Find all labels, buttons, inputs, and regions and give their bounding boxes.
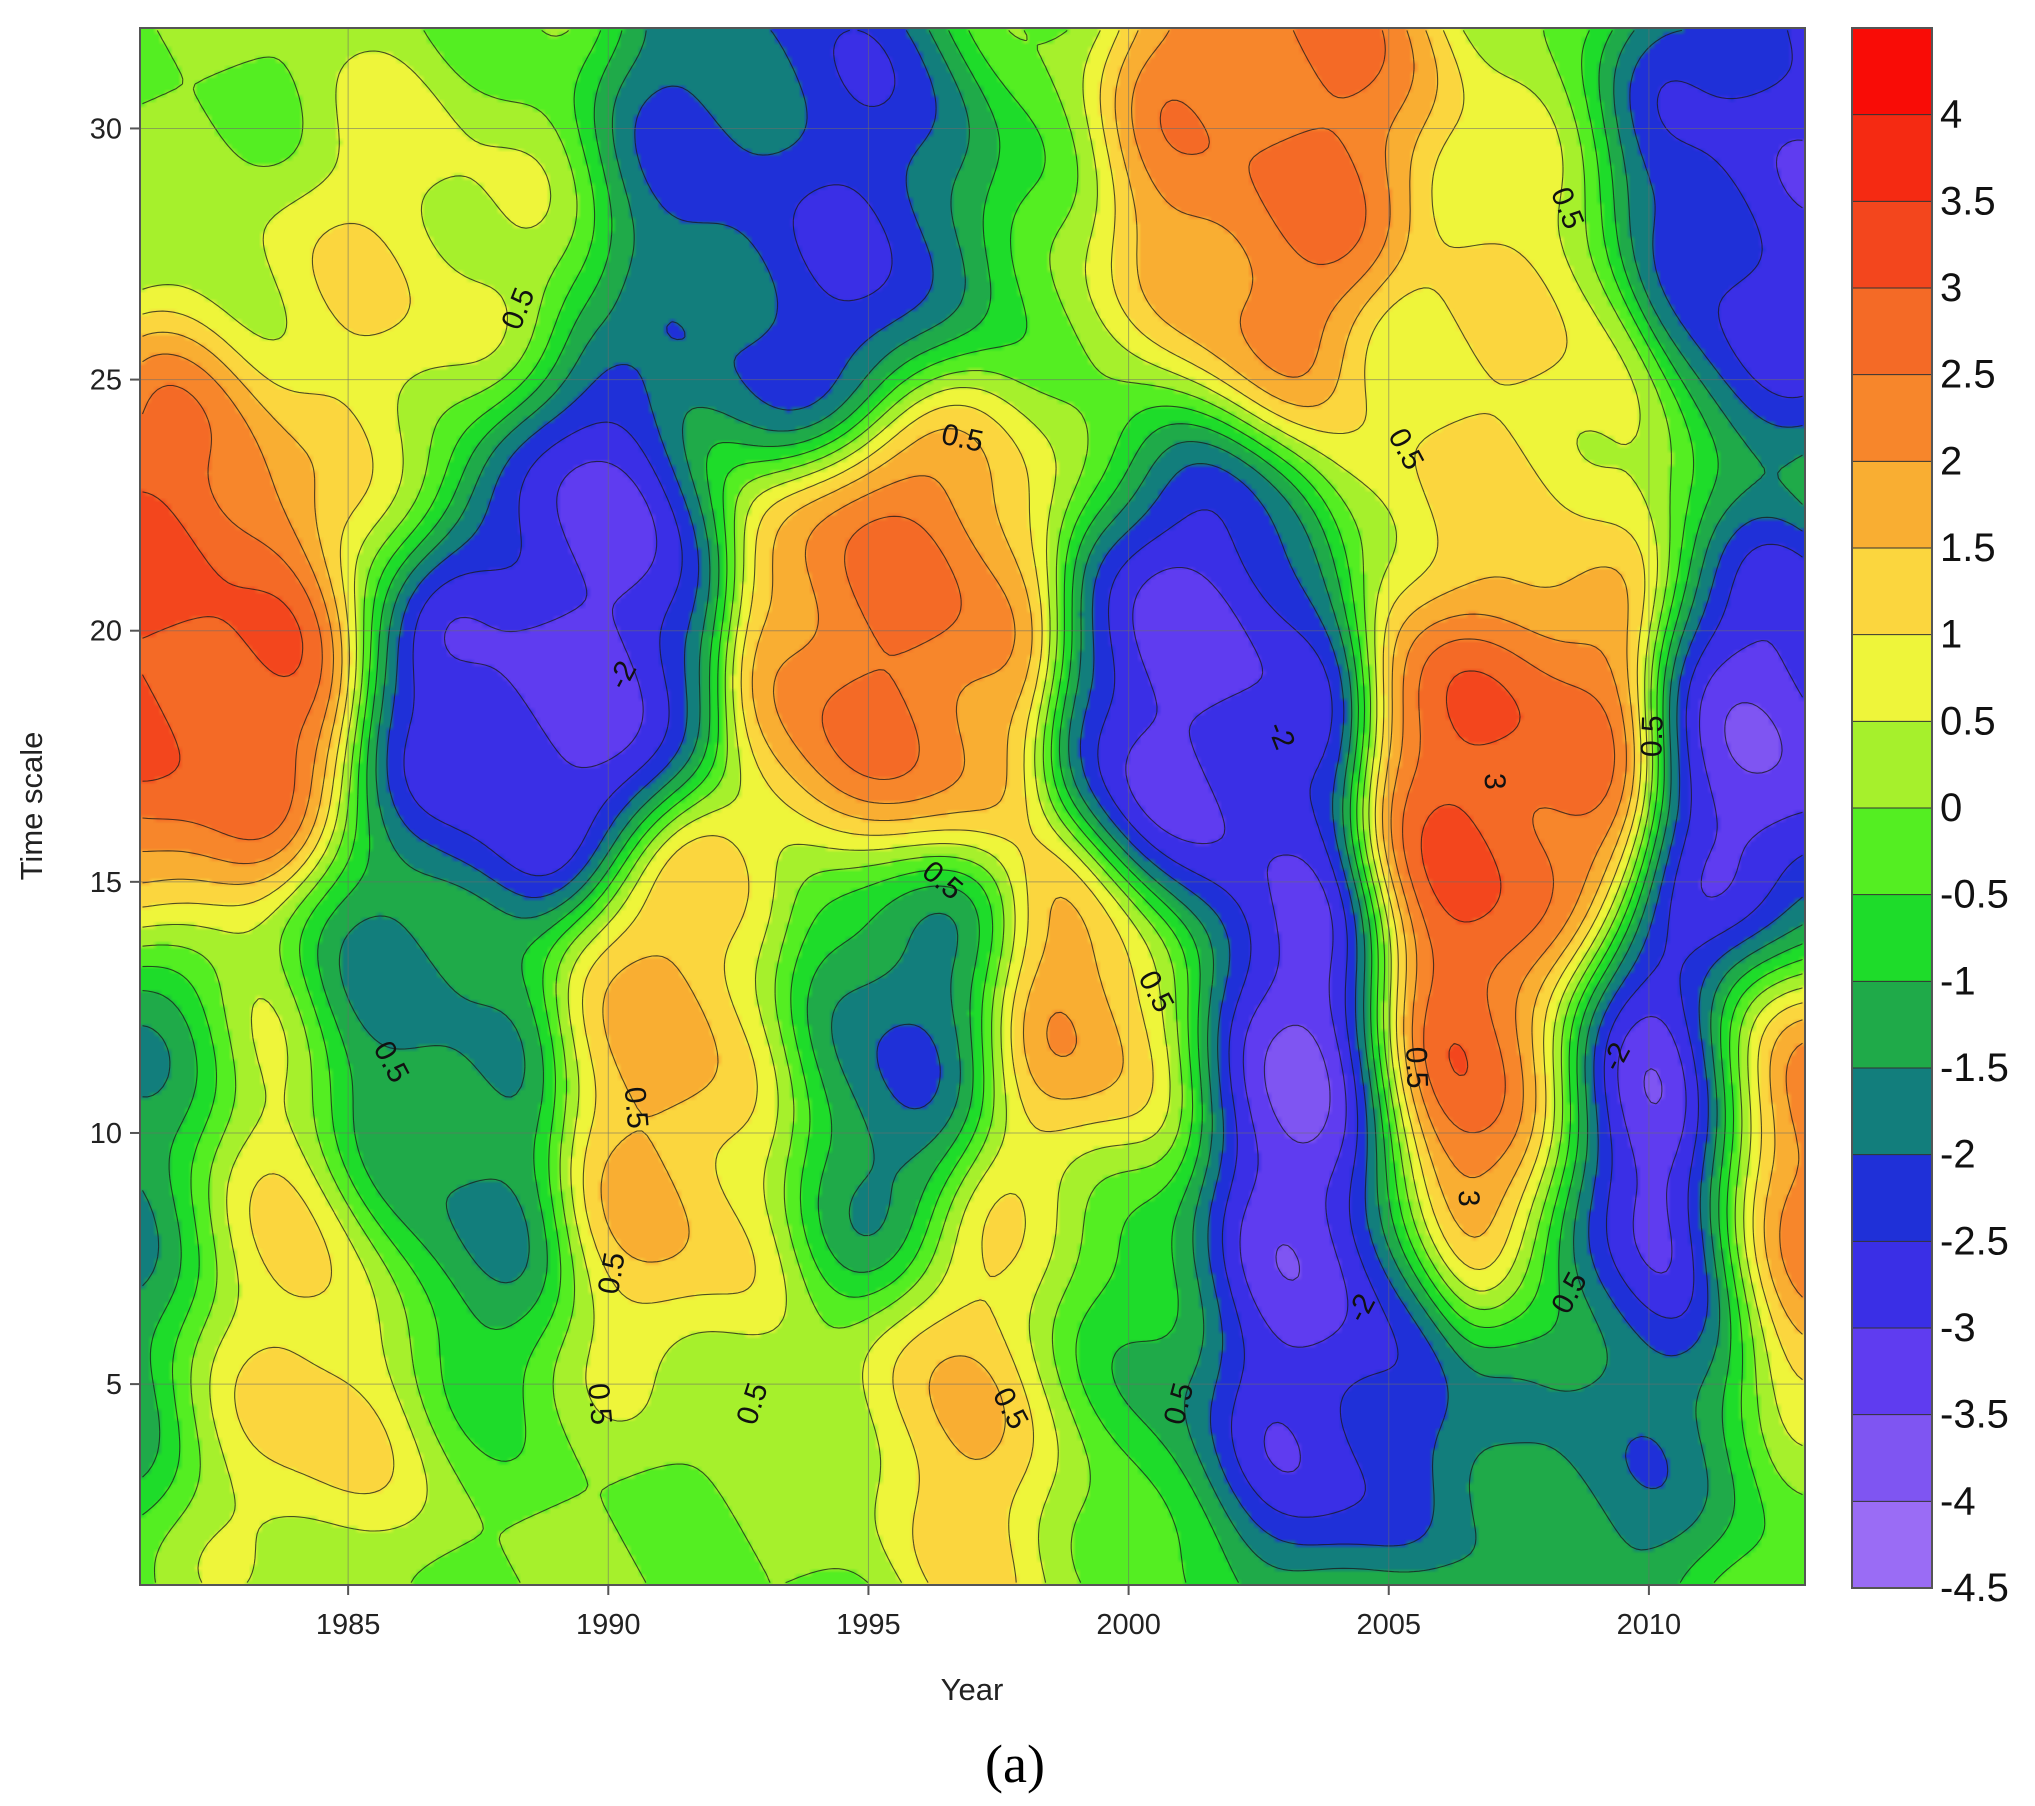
colorbar-label: 0.5 bbox=[1940, 699, 1996, 743]
colorbar-swatch bbox=[1852, 894, 1932, 982]
colorbar-swatch bbox=[1852, 374, 1932, 462]
contour-line bbox=[141, 30, 1616, 1134]
x-tick-label: 1995 bbox=[836, 1609, 901, 1641]
x-tick-label: 2010 bbox=[1617, 1609, 1682, 1641]
contour-line bbox=[142, 30, 1803, 1460]
contour-label: 0.5 bbox=[1635, 715, 1669, 758]
colorbar-label: 1.5 bbox=[1940, 526, 1996, 570]
colorbar-label: 2 bbox=[1940, 439, 1962, 483]
colorbar-swatch bbox=[1852, 548, 1932, 636]
y-axis-title: Time scale bbox=[14, 732, 49, 881]
colorbar-swatch bbox=[1852, 808, 1932, 896]
panel-label: (a) bbox=[985, 1734, 1045, 1794]
colorbar-swatch bbox=[1852, 114, 1932, 202]
contour-line bbox=[142, 30, 1803, 1298]
contour-line bbox=[142, 30, 1803, 1583]
y-tick-label: 25 bbox=[90, 365, 122, 397]
x-tick-label: 1990 bbox=[576, 1609, 641, 1641]
contour-field bbox=[140, 28, 1805, 1585]
colorbar-label: -3.5 bbox=[1940, 1393, 2009, 1437]
colorbar-swatch bbox=[1852, 1414, 1932, 1502]
colorbar-swatch bbox=[1852, 28, 1932, 116]
colorbar-swatch bbox=[1852, 288, 1932, 376]
colorbar-label: 2.5 bbox=[1940, 353, 1996, 397]
colorbar-label: 4 bbox=[1940, 93, 1962, 137]
contour-line bbox=[142, 29, 1803, 1584]
y-tick-label: 30 bbox=[90, 113, 122, 145]
colorbar-label: -2 bbox=[1940, 1133, 1976, 1177]
contour-labels: 0.50.50.50.50.5 0.50.50.50.50.50.50.50.50… bbox=[367, 183, 1670, 1435]
contour-line bbox=[142, 30, 1803, 1583]
contour-label: 3 bbox=[1452, 1189, 1486, 1207]
contour-line bbox=[142, 30, 1803, 1583]
x-tick-label: 2000 bbox=[1096, 1609, 1161, 1641]
colorbar-swatch bbox=[1852, 1501, 1932, 1589]
colorbar-swatch bbox=[1852, 981, 1932, 1069]
colorbar-swatch bbox=[1852, 634, 1932, 722]
colorbar-label: -4 bbox=[1940, 1479, 1976, 1523]
plot-frame bbox=[139, 27, 1806, 1586]
plot-area bbox=[140, 28, 1805, 1585]
y-tick-label: 10 bbox=[90, 1118, 122, 1150]
x-axis-title: Year bbox=[941, 1672, 1004, 1707]
colorbar-swatch bbox=[1852, 201, 1932, 289]
contour-line bbox=[142, 30, 1803, 1573]
y-tick-label: 20 bbox=[90, 616, 122, 648]
colorbar-swatch bbox=[1852, 721, 1932, 809]
colorbar-label: -4.5 bbox=[1940, 1566, 2009, 1610]
contour-label: 0.5 bbox=[592, 1250, 632, 1297]
colorbar-swatch bbox=[1852, 461, 1932, 549]
y-axis: 5 10 15 20 25 30 bbox=[90, 113, 140, 1401]
contour-lines bbox=[141, 29, 1803, 1584]
contour-label: 0.5 bbox=[618, 1086, 655, 1130]
colorbar-label: 0 bbox=[1940, 786, 1962, 830]
colorbar: 4 3.5 3 2.5 2 1.5 1 0.5 0 -0.5 -1 -1.5 -2 -2.5 -3 -3.5 -… bbox=[1851, 27, 2009, 1610]
contour-line bbox=[142, 491, 1521, 1076]
colorbar-frame bbox=[1851, 27, 1933, 1589]
contour-label: 3 bbox=[1478, 772, 1512, 790]
x-tick-label: 1985 bbox=[316, 1609, 381, 1641]
colorbar-label: 3 bbox=[1940, 266, 1962, 310]
colorbar-label: -0.5 bbox=[1940, 873, 2009, 917]
grid-lines bbox=[140, 28, 1805, 1585]
x-axis: 1985 1990 1995 2000 2005 2010 bbox=[316, 1585, 1681, 1641]
contour-label: 0.5 bbox=[1399, 1046, 1433, 1089]
colorbar-swatch bbox=[1852, 1241, 1932, 1329]
y-tick-label: 5 bbox=[106, 1369, 122, 1401]
colorbar-label: -3 bbox=[1940, 1306, 1976, 1350]
colorbar-label: 1 bbox=[1940, 613, 1962, 657]
y-tick-label: 15 bbox=[90, 867, 122, 899]
colorbar-label: -2.5 bbox=[1940, 1219, 2009, 1263]
colorbar-swatch bbox=[1852, 1068, 1932, 1156]
contour-line bbox=[1263, 702, 1783, 1281]
contour-label: 0.5 bbox=[581, 1382, 618, 1426]
colorbar-label: -1 bbox=[1940, 959, 1976, 1003]
colorbar-label: 3.5 bbox=[1940, 179, 1996, 223]
colorbar-swatch bbox=[1852, 1154, 1932, 1242]
colorbar-label: -1.5 bbox=[1940, 1046, 2009, 1090]
contour-line bbox=[403, 29, 1803, 1518]
contour-line bbox=[142, 30, 1803, 1583]
colorbar-swatch bbox=[1852, 1328, 1932, 1416]
x-tick-label: 2005 bbox=[1356, 1609, 1421, 1641]
